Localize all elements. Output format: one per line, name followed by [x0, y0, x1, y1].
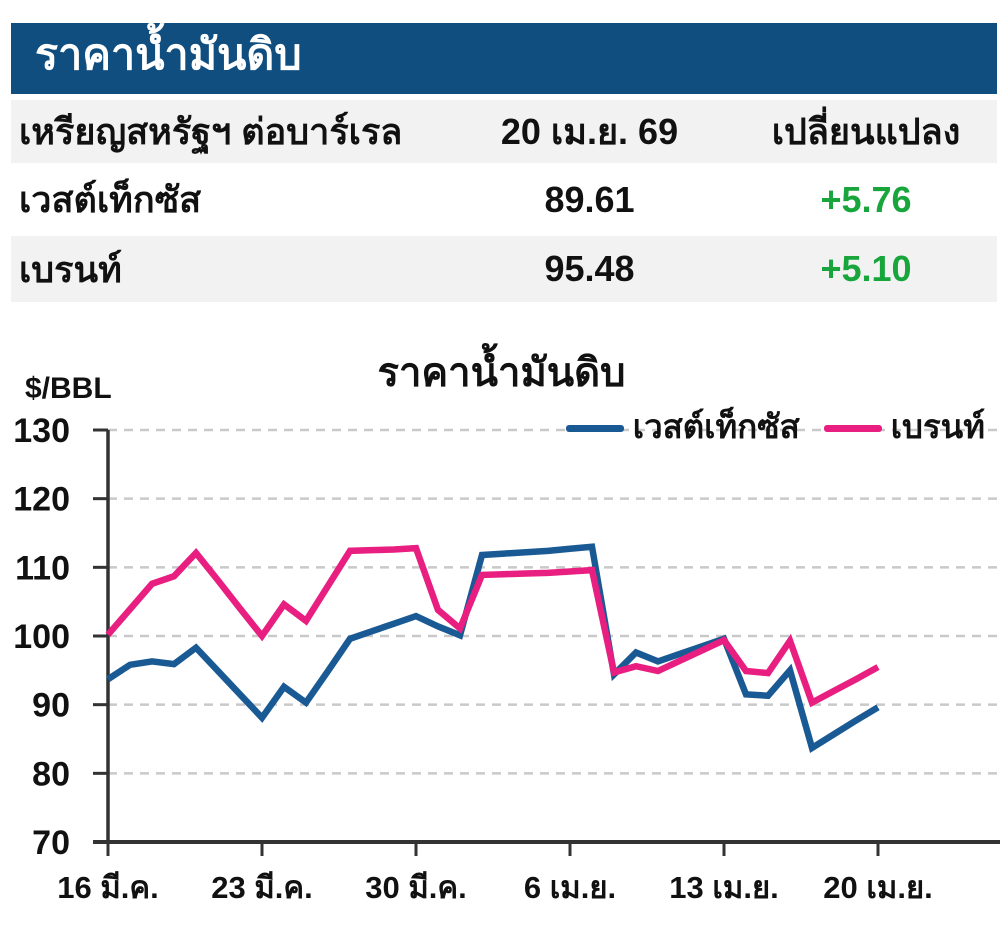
svg-text:80: 80	[32, 755, 70, 793]
legend-item-brent: เบรนท์	[823, 407, 985, 447]
svg-text:70: 70	[32, 824, 70, 862]
table-row: เวสต์เท็กซัส 89.61 +5.76	[11, 163, 997, 236]
svg-text:13 เม.ย.: 13 เม.ย.	[669, 870, 779, 905]
svg-text:120: 120	[13, 481, 70, 519]
panel-title: ราคาน้ำมันดิบ	[35, 31, 302, 79]
legend-label-west-texas: เวสต์เท็กซัส	[632, 407, 800, 445]
price-value: 95.48	[544, 248, 635, 289]
panel-header: ราคาน้ำมันดิบ	[11, 23, 997, 94]
instrument-name: เบรนท์	[19, 248, 122, 290]
chart-legend: เวสต์เท็กซัส เบรนท์	[565, 406, 985, 450]
legend-label-brent: เบรนท์	[890, 407, 985, 445]
chart-title: ราคาน้ำมันดิบ	[377, 351, 626, 395]
instrument-name: เวสต์เท็กซัส	[19, 179, 202, 220]
svg-text:110: 110	[15, 549, 70, 587]
svg-text:23 มี.ค.: 23 มี.ค.	[211, 870, 313, 905]
y-axis-unit-label: $/BBL	[25, 372, 112, 405]
svg-text:90: 90	[32, 687, 70, 725]
svg-text:30 มี.ค.: 30 มี.ค.	[365, 870, 467, 905]
table-header-row: เหรียญสหรัฐฯ ต่อบาร์เรล 20 เม.ย. 69 เปลี…	[11, 100, 997, 163]
svg-text:20 เม.ย.: 20 เม.ย.	[823, 870, 933, 905]
brent-line-swatch-icon	[823, 424, 882, 432]
column-header-change: เปลี่ยนแปลง	[771, 111, 961, 152]
svg-text:16 มี.ค.: 16 มี.ค.	[57, 870, 159, 905]
price-value: 89.61	[544, 178, 635, 220]
change-value: +5.76	[820, 178, 912, 220]
line-plot: 70 80 90 100 110 120 130 16 มี.ค. 23 มี.ค. 30 มี.…	[13, 412, 1000, 905]
legend-item-west-texas: เวสต์เท็กซัส	[565, 407, 800, 447]
column-header-date: 20 เม.ย. 69	[500, 111, 679, 152]
svg-text:6 เม.ย.: 6 เม.ย.	[524, 870, 616, 905]
column-header-unit: เหรียญสหรัฐฯ ต่อบาร์เรล	[19, 111, 403, 152]
table-row: เบรนท์ 95.48 +5.10	[11, 236, 997, 302]
price-chart: ราคาน้ำมันดิบ $/BBL เวสต์เท็กซัส เบรนท์ …	[0, 330, 1003, 943]
change-value: +5.10	[820, 248, 912, 289]
svg-text:130: 130	[13, 412, 70, 450]
svg-text:100: 100	[13, 618, 70, 656]
west-texas-line-swatch-icon	[565, 424, 624, 432]
